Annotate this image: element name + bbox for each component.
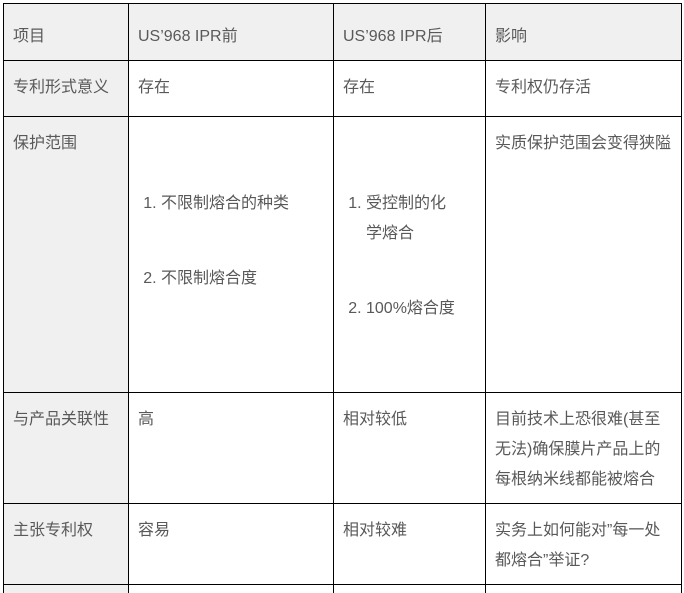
header-cell-after-ipr: US’968 IPR后 (333, 3, 486, 61)
table-row: 专利形式意义 存在 存在 专利权仍存活 (3, 60, 682, 117)
header-cell-item: 项目 (3, 3, 129, 61)
list-item: 不限制熔合的种类 (161, 189, 325, 219)
row-label-cell: 保护范围 (3, 116, 129, 393)
ipr-comparison-table: 项目 US’968 IPR前 US’968 IPR后 影响 专利形式意义 存在 … (3, 3, 682, 593)
after-cell: 存在 (333, 60, 486, 117)
after-list: 受控制的化 学熔合 100%熔合度 (343, 159, 477, 354)
impact-cell: 答辩中所采用的陈述恐会 产生禁反言效果 (485, 584, 682, 593)
table-row: 保护范围 不限制熔合的种类 不限制熔合度 受控制的化 学熔合 100%熔合度 实… (3, 116, 682, 393)
list-item: 不限制熔合度 (161, 264, 325, 294)
before-list: 不限制熔合的种类 不限制熔合度 (138, 159, 325, 324)
before-cell: 高 (128, 392, 334, 504)
before-cell: 容易 (128, 503, 334, 585)
before-cell: 无 (128, 584, 334, 593)
header-cell-impact: 影响 (485, 3, 682, 61)
row-label-cell: 主张专利权 (3, 503, 129, 585)
row-label-cell: 与产品关联性 (3, 392, 129, 504)
before-cell: 不限制熔合的种类 不限制熔合度 (128, 116, 334, 393)
impact-cell: 实质保护范围会变得狭隘 (485, 116, 682, 393)
impact-cell: 专利权仍存活 (485, 60, 682, 117)
row-label-cell: 对相关熔合专 利的影响 (3, 584, 129, 593)
list-item: 100%熔合度 (366, 294, 477, 324)
row-label-cell: 专利形式意义 (3, 60, 129, 117)
table-header-row: 项目 US’968 IPR前 US’968 IPR后 影响 (3, 3, 682, 61)
impact-cell: 实务上如何能对”每一处 都熔合”举证? (485, 503, 682, 585)
after-cell: 受控制的化 学熔合 100%熔合度 (333, 116, 486, 393)
after-cell: 相对较难 (333, 503, 486, 585)
after-cell: 有 (333, 584, 486, 593)
table-row: 对相关熔合专 利的影响 无 有 答辩中所采用的陈述恐会 产生禁反言效果 (3, 584, 682, 593)
before-cell: 存在 (128, 60, 334, 117)
after-cell: 相对较低 (333, 392, 486, 504)
header-cell-before-ipr: US’968 IPR前 (128, 3, 334, 61)
impact-cell: 目前技术上恐很难(甚至 无法)确保膜片产品上的 每根纳米线都能被熔合 (485, 392, 682, 504)
table-row: 主张专利权 容易 相对较难 实务上如何能对”每一处 都熔合”举证? (3, 503, 682, 585)
table-row: 与产品关联性 高 相对较低 目前技术上恐很难(甚至 无法)确保膜片产品上的 每根… (3, 392, 682, 504)
list-item: 受控制的化 学熔合 (366, 189, 477, 249)
